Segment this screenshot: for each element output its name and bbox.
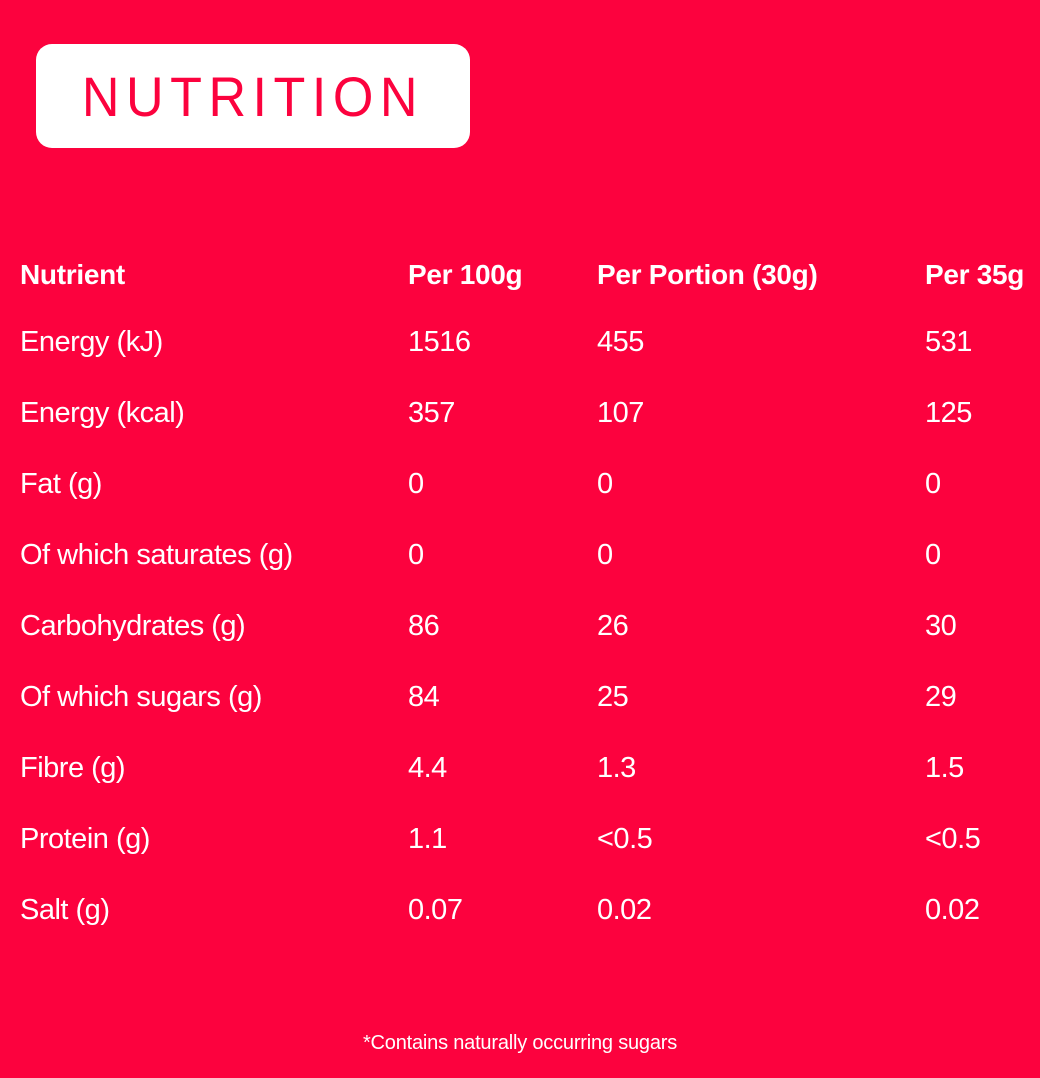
value-per-35g: 0 [925, 468, 941, 500]
value-per-100g: 0.07 [408, 894, 463, 926]
value-per-35g: 29 [925, 681, 957, 713]
value-per-portion: 0 [597, 468, 613, 500]
nutrient-label: Energy (kcal) [20, 397, 185, 429]
column-header-per-portion-30g: Per Portion (30g) [597, 259, 818, 290]
table-row-fat: Fat (g) 0 0 0 [20, 449, 1040, 520]
table-row-saturates: Of which saturates (g) 0 0 0 [20, 520, 1040, 591]
nutrition-title: NUTRITION [81, 64, 425, 128]
nutrient-label: Of which sugars (g) [20, 681, 262, 713]
value-per-100g: 0 [408, 468, 424, 500]
value-per-100g: 1516 [408, 326, 471, 358]
nutrition-table: Nutrient Per 100g Per Portion (30g) Per … [20, 243, 1040, 946]
column-header-per-35g: Per 35g [925, 259, 1025, 290]
nutrient-label: Carbohydrates (g) [20, 610, 246, 642]
value-per-100g: 357 [408, 397, 455, 429]
value-per-portion: 455 [597, 326, 644, 358]
footnote: *Contains naturally occurring sugars [362, 1032, 678, 1054]
value-per-35g: 30 [925, 610, 957, 642]
table-row-sugars: Of which sugars (g) 84 25 29 [20, 662, 1040, 733]
table-row-energy-kcal: Energy (kcal) 357 107 125 [20, 378, 1040, 449]
value-per-35g: 0.02 [925, 894, 980, 926]
table-row-carbohydrates: Carbohydrates (g) 86 26 30 [20, 591, 1040, 662]
nutrition-title-badge: NUTRITION [36, 44, 470, 148]
nutrient-label: Protein (g) [20, 823, 150, 855]
nutrient-label: Fat (g) [20, 468, 102, 500]
table-row-salt: Salt (g) 0.07 0.02 0.02 [20, 875, 1040, 946]
value-per-100g: 84 [408, 681, 440, 713]
nutrient-label: Of which saturates (g) [20, 539, 293, 571]
value-per-35g: 1.5 [925, 752, 964, 784]
value-per-100g: 4.4 [408, 752, 447, 784]
value-per-portion: 26 [597, 610, 629, 642]
value-per-portion: 0 [597, 539, 613, 571]
value-per-100g: 86 [408, 610, 440, 642]
nutrient-label: Energy (kJ) [20, 326, 163, 358]
table-row-energy-kj: Energy (kJ) 1516 455 531 [20, 307, 1040, 378]
nutrient-label: Salt (g) [20, 894, 110, 926]
value-per-100g: 0 [408, 539, 424, 571]
table-row-fibre: Fibre (g) 4.4 1.3 1.5 [20, 733, 1040, 804]
value-per-35g: 531 [925, 326, 972, 358]
value-per-35g: <0.5 [925, 823, 981, 855]
value-per-portion: 0.02 [597, 894, 652, 926]
value-per-100g: 1.1 [408, 823, 447, 855]
value-per-portion: 25 [597, 681, 629, 713]
column-header-per-100g: Per 100g [408, 259, 523, 290]
table-header-row: Nutrient Per 100g Per Portion (30g) Per … [20, 243, 1040, 307]
value-per-35g: 125 [925, 397, 972, 429]
table-row-protein: Protein (g) 1.1 <0.5 <0.5 [20, 804, 1040, 875]
value-per-35g: 0 [925, 539, 941, 571]
value-per-portion: <0.5 [597, 823, 653, 855]
nutrient-label: Fibre (g) [20, 752, 126, 784]
value-per-portion: 107 [597, 397, 644, 429]
column-header-nutrient: Nutrient [20, 259, 125, 290]
value-per-portion: 1.3 [597, 752, 636, 784]
